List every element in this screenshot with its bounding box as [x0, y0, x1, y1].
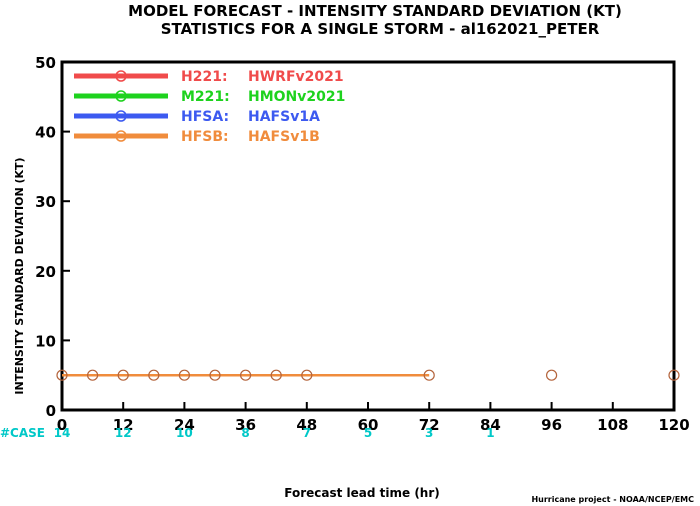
data-point [545, 369, 558, 381]
legend-series-model: HAFSv1B [248, 129, 320, 145]
case-counts-row: #CASE 14 12 10 8 7 5 3 1 [0, 426, 495, 440]
data-point [86, 369, 99, 381]
y-tick-label: 30 [35, 193, 56, 211]
case-count: 1 [486, 426, 494, 440]
data-point [423, 369, 435, 381]
x-tick-label: 84 [480, 416, 501, 434]
x-axis-label: Forecast lead time (hr) [284, 486, 440, 500]
legend-series-name: H221: [181, 69, 228, 85]
y-tick-label: 10 [35, 332, 56, 350]
x-axis: 0 12 24 36 48 60 72 84 96 108 120 [57, 402, 690, 434]
x-tick-label: 60 [358, 416, 379, 434]
data-point [117, 369, 129, 381]
y-tick-label: 50 [35, 54, 56, 72]
legend-marker [115, 110, 127, 122]
y-tick-label: 0 [46, 402, 56, 420]
x-tick-label: 12 [113, 416, 134, 434]
case-count: 10 [176, 426, 193, 440]
legend-series-name: HFSA: [181, 109, 229, 125]
legend-marker [115, 130, 127, 142]
x-tick-label: 36 [235, 416, 256, 434]
data-point [178, 369, 190, 381]
legend-series-model: HAFSv1A [248, 109, 320, 125]
case-count: 8 [241, 426, 249, 440]
legend-series-name: HFSB: [181, 129, 229, 145]
data-point [270, 369, 282, 381]
data-point [668, 369, 680, 381]
x-tick-label: 72 [419, 416, 440, 434]
chart-title-line2: STATISTICS FOR A SINGLE STORM - al162021… [161, 20, 600, 38]
legend: H221: HWRFv2021 M221: HMONv2021 HFSA: HAFSv1A… [74, 69, 345, 145]
data-point [148, 369, 160, 381]
x-tick-label: 0 [57, 416, 67, 434]
y-tick-label: 40 [35, 124, 56, 142]
x-tick-label: 108 [597, 416, 628, 434]
legend-marker [115, 70, 127, 82]
credit-text: Hurricane project - NOAA/NCEP/EMC [531, 495, 694, 504]
legend-marker [115, 90, 127, 102]
series-layer [56, 369, 680, 381]
case-count: 3 [425, 426, 433, 440]
case-count: 12 [115, 426, 132, 440]
data-point [56, 369, 68, 381]
legend-series-model: HMONv2021 [248, 89, 345, 105]
legend-series-model: HWRFv2021 [248, 69, 344, 85]
y-tick-label: 20 [35, 263, 56, 281]
x-tick-label: 120 [658, 416, 689, 434]
legend-series-name: M221: [181, 89, 230, 105]
case-count: 14 [54, 426, 71, 440]
case-count: 5 [364, 426, 372, 440]
data-point [240, 369, 252, 381]
data-point [301, 369, 313, 381]
data-point [209, 369, 221, 381]
x-tick-label: 48 [296, 416, 317, 434]
x-tick-label: 24 [174, 416, 195, 434]
y-axis-label: INTENSITY STANDARD DEVIATION (KT) [13, 157, 26, 394]
chart-title-line1: MODEL FORECAST - INTENSITY STANDARD DEVI… [128, 2, 622, 20]
case-label: #CASE [0, 426, 45, 440]
x-tick-label: 96 [541, 416, 562, 434]
y-axis: 0 10 20 30 40 50 [35, 54, 70, 420]
case-count: 7 [303, 426, 311, 440]
